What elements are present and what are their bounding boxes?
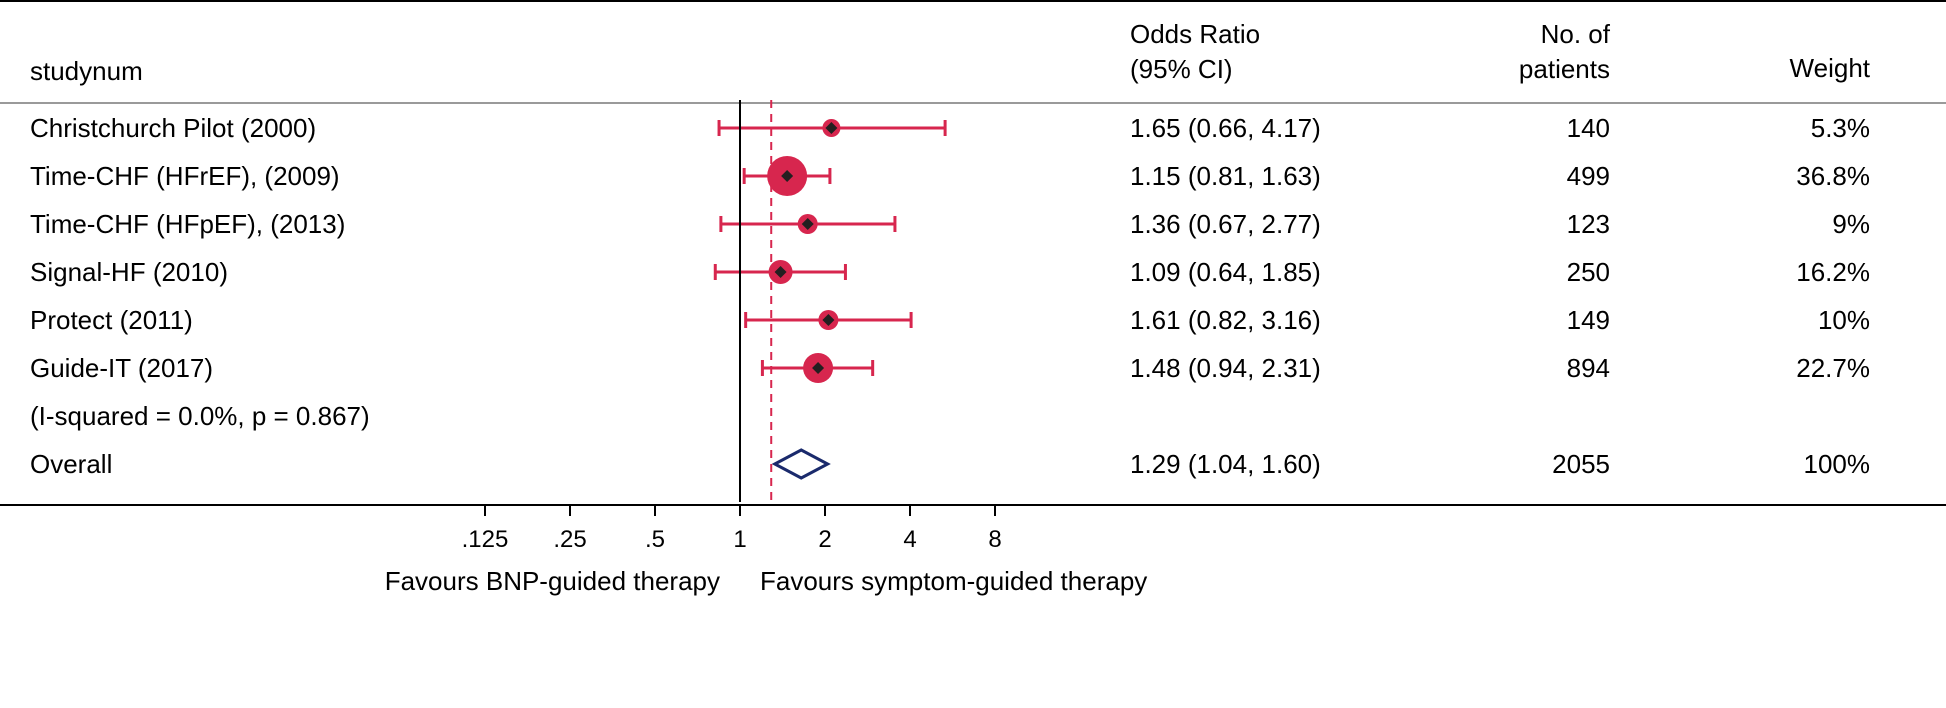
study-name: Time-CHF (HFrEF), (2009) [0, 161, 430, 192]
n-patients: 250 [1390, 257, 1650, 288]
header-study-label: studynum [30, 54, 430, 89]
axis-ticks [400, 506, 1080, 526]
axis-tick-label: 4 [903, 526, 916, 554]
axis-tick-label: 8 [988, 526, 1001, 554]
header-plot-spacer [430, 2, 1110, 102]
or-ci: 1.09 (0.64, 1.85) [1110, 257, 1390, 288]
axis-caption-left: Favours BNP-guided therapy [385, 566, 720, 597]
study-name: Guide-IT (2017) [0, 353, 430, 384]
overall-n: 2055 [1390, 449, 1650, 480]
n-patients: 499 [1390, 161, 1650, 192]
overall-w: 100% [1650, 449, 1910, 480]
or-ci: 1.61 (0.82, 3.16) [1110, 305, 1390, 336]
plot-cell [430, 392, 1110, 440]
axis-area: .125 .25 .5 1 2 4 8 Favours BNP-guided therapy F… [0, 506, 1946, 626]
study-name: Protect (2011) [0, 305, 430, 336]
weight: 36.8% [1650, 161, 1910, 192]
plot-cell [430, 440, 1110, 488]
header-study: studynum [0, 14, 430, 89]
or-ci: 1.36 (0.67, 2.77) [1110, 209, 1390, 240]
overall-row: Overall 1.29 (1.04, 1.60)2055100% [0, 440, 1946, 488]
axis-tick-label: .125 [462, 526, 509, 554]
header-or: Odds Ratio (95% CI) [1110, 17, 1390, 87]
header-n-line2: patients [1390, 52, 1610, 87]
header-w: Weight [1650, 17, 1910, 86]
table-row: Protect (2011) 1.61 (0.82, 3.16)14910% [0, 296, 1946, 344]
table-row: Signal-HF (2010) 1.09 (0.64, 1.85)25016.2… [0, 248, 1946, 296]
weight: 5.3% [1650, 113, 1910, 144]
axis-tick-label: 1 [733, 526, 746, 554]
axis-tick-label: 2 [818, 526, 831, 554]
study-name: Christchurch Pilot (2000) [0, 113, 430, 144]
weight: 22.7% [1650, 353, 1910, 384]
header-w-label: Weight [1650, 51, 1870, 86]
table-row: Guide-IT (2017) 1.48 (0.94, 2.31)89422.7% [0, 344, 1946, 392]
heterogeneity-text: (I-squared = 0.0%, p = 0.867) [0, 401, 430, 432]
study-name: Signal-HF (2010) [0, 257, 430, 288]
body-bottom-pad [0, 488, 1946, 504]
plot-cell [430, 344, 1110, 392]
n-patients: 894 [1390, 353, 1650, 384]
weight: 16.2% [1650, 257, 1910, 288]
weight: 9% [1650, 209, 1910, 240]
header-n: No. of patients [1390, 17, 1650, 87]
overall-label: Overall [0, 449, 430, 480]
axis-tick-label: .5 [645, 526, 665, 554]
or-ci: 1.15 (0.81, 1.63) [1110, 161, 1390, 192]
table-row: Time-CHF (HFrEF), (2009) 1.15 (0.81, 1.63… [0, 152, 1946, 200]
weight: 10% [1650, 305, 1910, 336]
forest-plot: studynum Odds Ratio (95% CI) No. of pati… [0, 0, 1946, 708]
plot-cell [430, 104, 1110, 152]
overall-or: 1.29 (1.04, 1.60) [1110, 449, 1390, 480]
n-patients: 149 [1390, 305, 1650, 336]
table-row: Time-CHF (HFpEF), (2013) 1.36 (0.67, 2.77… [0, 200, 1946, 248]
forest-body: Christchurch Pilot (2000) 1.65 (0.66, 4.1… [0, 104, 1946, 506]
header-or-line1: Odds Ratio [1130, 17, 1390, 52]
axis-tick-label: .25 [553, 526, 586, 554]
axis-caption-right: Favours symptom-guided therapy [760, 566, 1147, 597]
plot-cell [430, 296, 1110, 344]
header-or-line2: (95% CI) [1130, 52, 1390, 87]
header-row: studynum Odds Ratio (95% CI) No. of pati… [0, 0, 1946, 104]
n-patients: 140 [1390, 113, 1650, 144]
heterogeneity-row: (I-squared = 0.0%, p = 0.867) [0, 392, 1946, 440]
table-row: Christchurch Pilot (2000) 1.65 (0.66, 4.1… [0, 104, 1946, 152]
header-n-line1: No. of [1390, 17, 1610, 52]
n-patients: 123 [1390, 209, 1650, 240]
study-name: Time-CHF (HFpEF), (2013) [0, 209, 430, 240]
or-ci: 1.65 (0.66, 4.17) [1110, 113, 1390, 144]
plot-cell [430, 248, 1110, 296]
plot-cell [430, 200, 1110, 248]
plot-cell [430, 152, 1110, 200]
or-ci: 1.48 (0.94, 2.31) [1110, 353, 1390, 384]
